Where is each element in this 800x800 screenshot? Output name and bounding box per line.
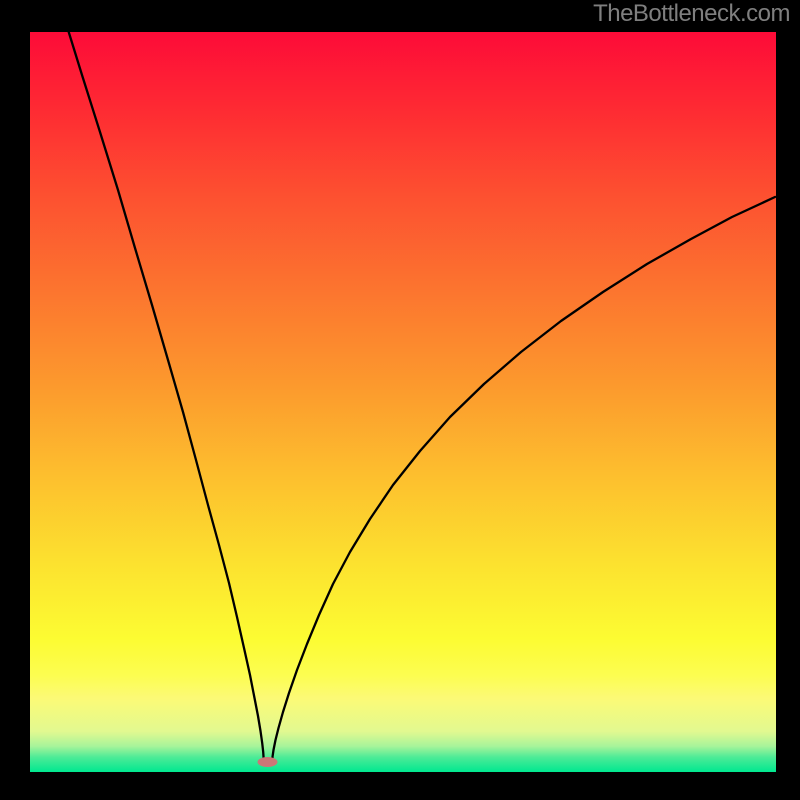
optimum-marker: [258, 757, 278, 767]
watermark-text: TheBottleneck.com: [593, 0, 790, 28]
chart-container: TheBottleneck.com: [0, 0, 800, 800]
plot-background: [30, 32, 776, 772]
bottleneck-chart: [0, 0, 800, 800]
